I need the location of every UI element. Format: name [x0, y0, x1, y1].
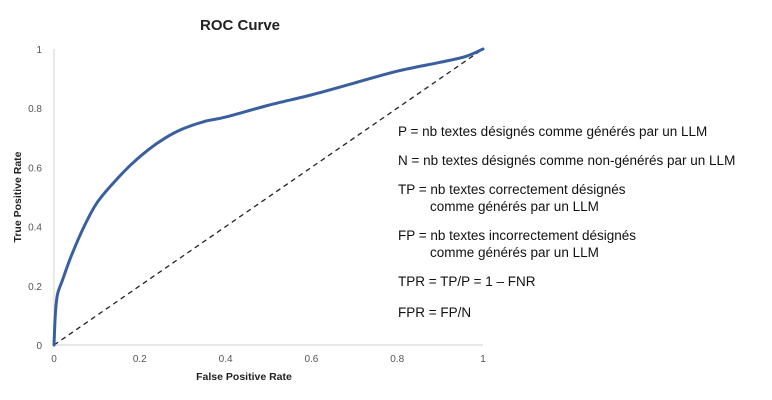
x-tick-label: 0.4	[219, 354, 233, 365]
chart-title: ROC Curve	[200, 17, 280, 34]
x-tick-label: 0.6	[304, 354, 318, 365]
x-tick-label: 0.2	[133, 354, 147, 365]
annotation-line: FPR = FP/N	[398, 305, 472, 320]
annotation-line: TP = nb textes correctement désignés	[398, 182, 626, 197]
annotation-fp: FP = nb textes incorrectement désignés co…	[398, 227, 636, 261]
annotation-line: P = nb textes désignés comme générés par…	[398, 124, 708, 139]
annotation-line: N = nb textes désignés comme non-générés…	[398, 153, 736, 168]
annotation-p: P = nb textes désignés comme générés par…	[398, 123, 707, 140]
x-tick-label: 1	[480, 354, 486, 365]
annotation-line: FP = nb textes incorrectement désignés	[398, 228, 637, 243]
y-axis-label: True Positive Rate	[12, 151, 24, 242]
x-tick-label: 0	[51, 354, 57, 365]
x-axis-label: False Positive Rate	[196, 371, 292, 383]
annotation-tp: TP = nb textes correctement désignés comm…	[398, 181, 626, 215]
annotation-fpr: FPR = FP/N	[398, 304, 471, 321]
roc-curve-line	[52, 47, 485, 347]
annotation-line: TPR = TP/P = 1 – FNR	[398, 274, 536, 289]
y-tick-label: 0.6	[28, 163, 42, 174]
annotation-tpr: TPR = TP/P = 1 – FNR	[398, 273, 536, 290]
annotation-line: comme générés par un LLM	[430, 245, 599, 260]
x-tick-label: 0.8	[390, 354, 404, 365]
diagonal-reference-line	[53, 48, 484, 346]
annotation-line: comme générés par un LLM	[430, 199, 599, 214]
y-tick-label: 0.8	[28, 104, 42, 115]
y-tick-label: 0.4	[28, 223, 42, 234]
y-tick-label: 0	[36, 341, 42, 352]
y-tick-label: 0.2	[28, 282, 42, 293]
annotation-n: N = nb textes désignés comme non-générés…	[398, 152, 735, 169]
y-tick-label: 1	[36, 45, 42, 56]
